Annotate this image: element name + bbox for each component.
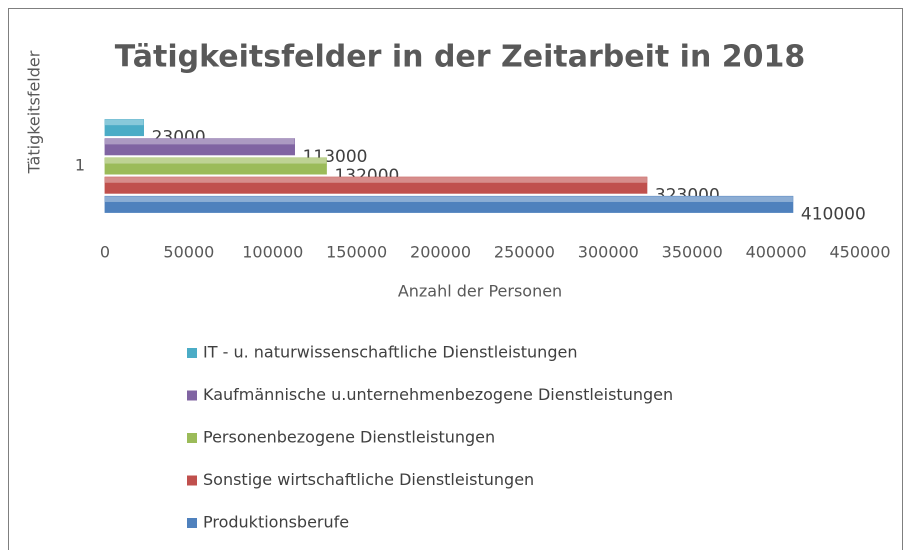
bar-highlight [105, 119, 144, 126]
bar [104, 176, 648, 194]
legend-label: Produktionsberufe [203, 513, 349, 532]
x-tick-label: 300000 [578, 243, 639, 262]
x-tick-label: 0 [100, 243, 110, 262]
bar-highlight [105, 196, 793, 202]
x-tick-label: 450000 [829, 243, 890, 262]
x-tick-label: 50000 [163, 243, 214, 262]
x-tick-label: 250000 [494, 243, 555, 262]
x-tick-label: 100000 [242, 243, 303, 262]
x-tick-label: 400000 [746, 243, 807, 262]
x-tick-label: 200000 [410, 243, 471, 262]
bar [104, 119, 144, 137]
x-tick-label: 350000 [662, 243, 723, 262]
x-tick-label: 150000 [326, 243, 387, 262]
legend-swatch [187, 348, 197, 358]
legend-swatch [187, 433, 197, 443]
bar [104, 195, 794, 213]
bar [104, 138, 295, 156]
y-axis-title: Tätigkeitsfelder [25, 50, 44, 174]
legend-swatch [187, 390, 197, 401]
bar-highlight [105, 177, 647, 183]
bar-highlight [105, 138, 295, 145]
data-label: 410000 [801, 205, 866, 225]
y-tick-label: 1 [75, 156, 85, 175]
x-axis-title: Anzahl der Personen [398, 282, 562, 301]
legend-swatch [187, 475, 197, 486]
bar-highlight [105, 157, 327, 164]
bar [104, 157, 327, 175]
legend-swatch [187, 518, 197, 528]
legend-label: Sonstige wirtschaftliche Dienstleistunge… [203, 470, 534, 489]
chart-title: Tätigkeitsfelder in der Zeitarbeit in 20… [115, 40, 806, 75]
legend-label: IT - u. naturwissenschaftliche Dienstlei… [203, 343, 577, 362]
chart-border [8, 8, 903, 550]
legend-label: Personenbezogene Dienstleistungen [203, 428, 495, 447]
legend-label: Kaufmännische u.unternehmenbezogene Dien… [203, 385, 673, 404]
